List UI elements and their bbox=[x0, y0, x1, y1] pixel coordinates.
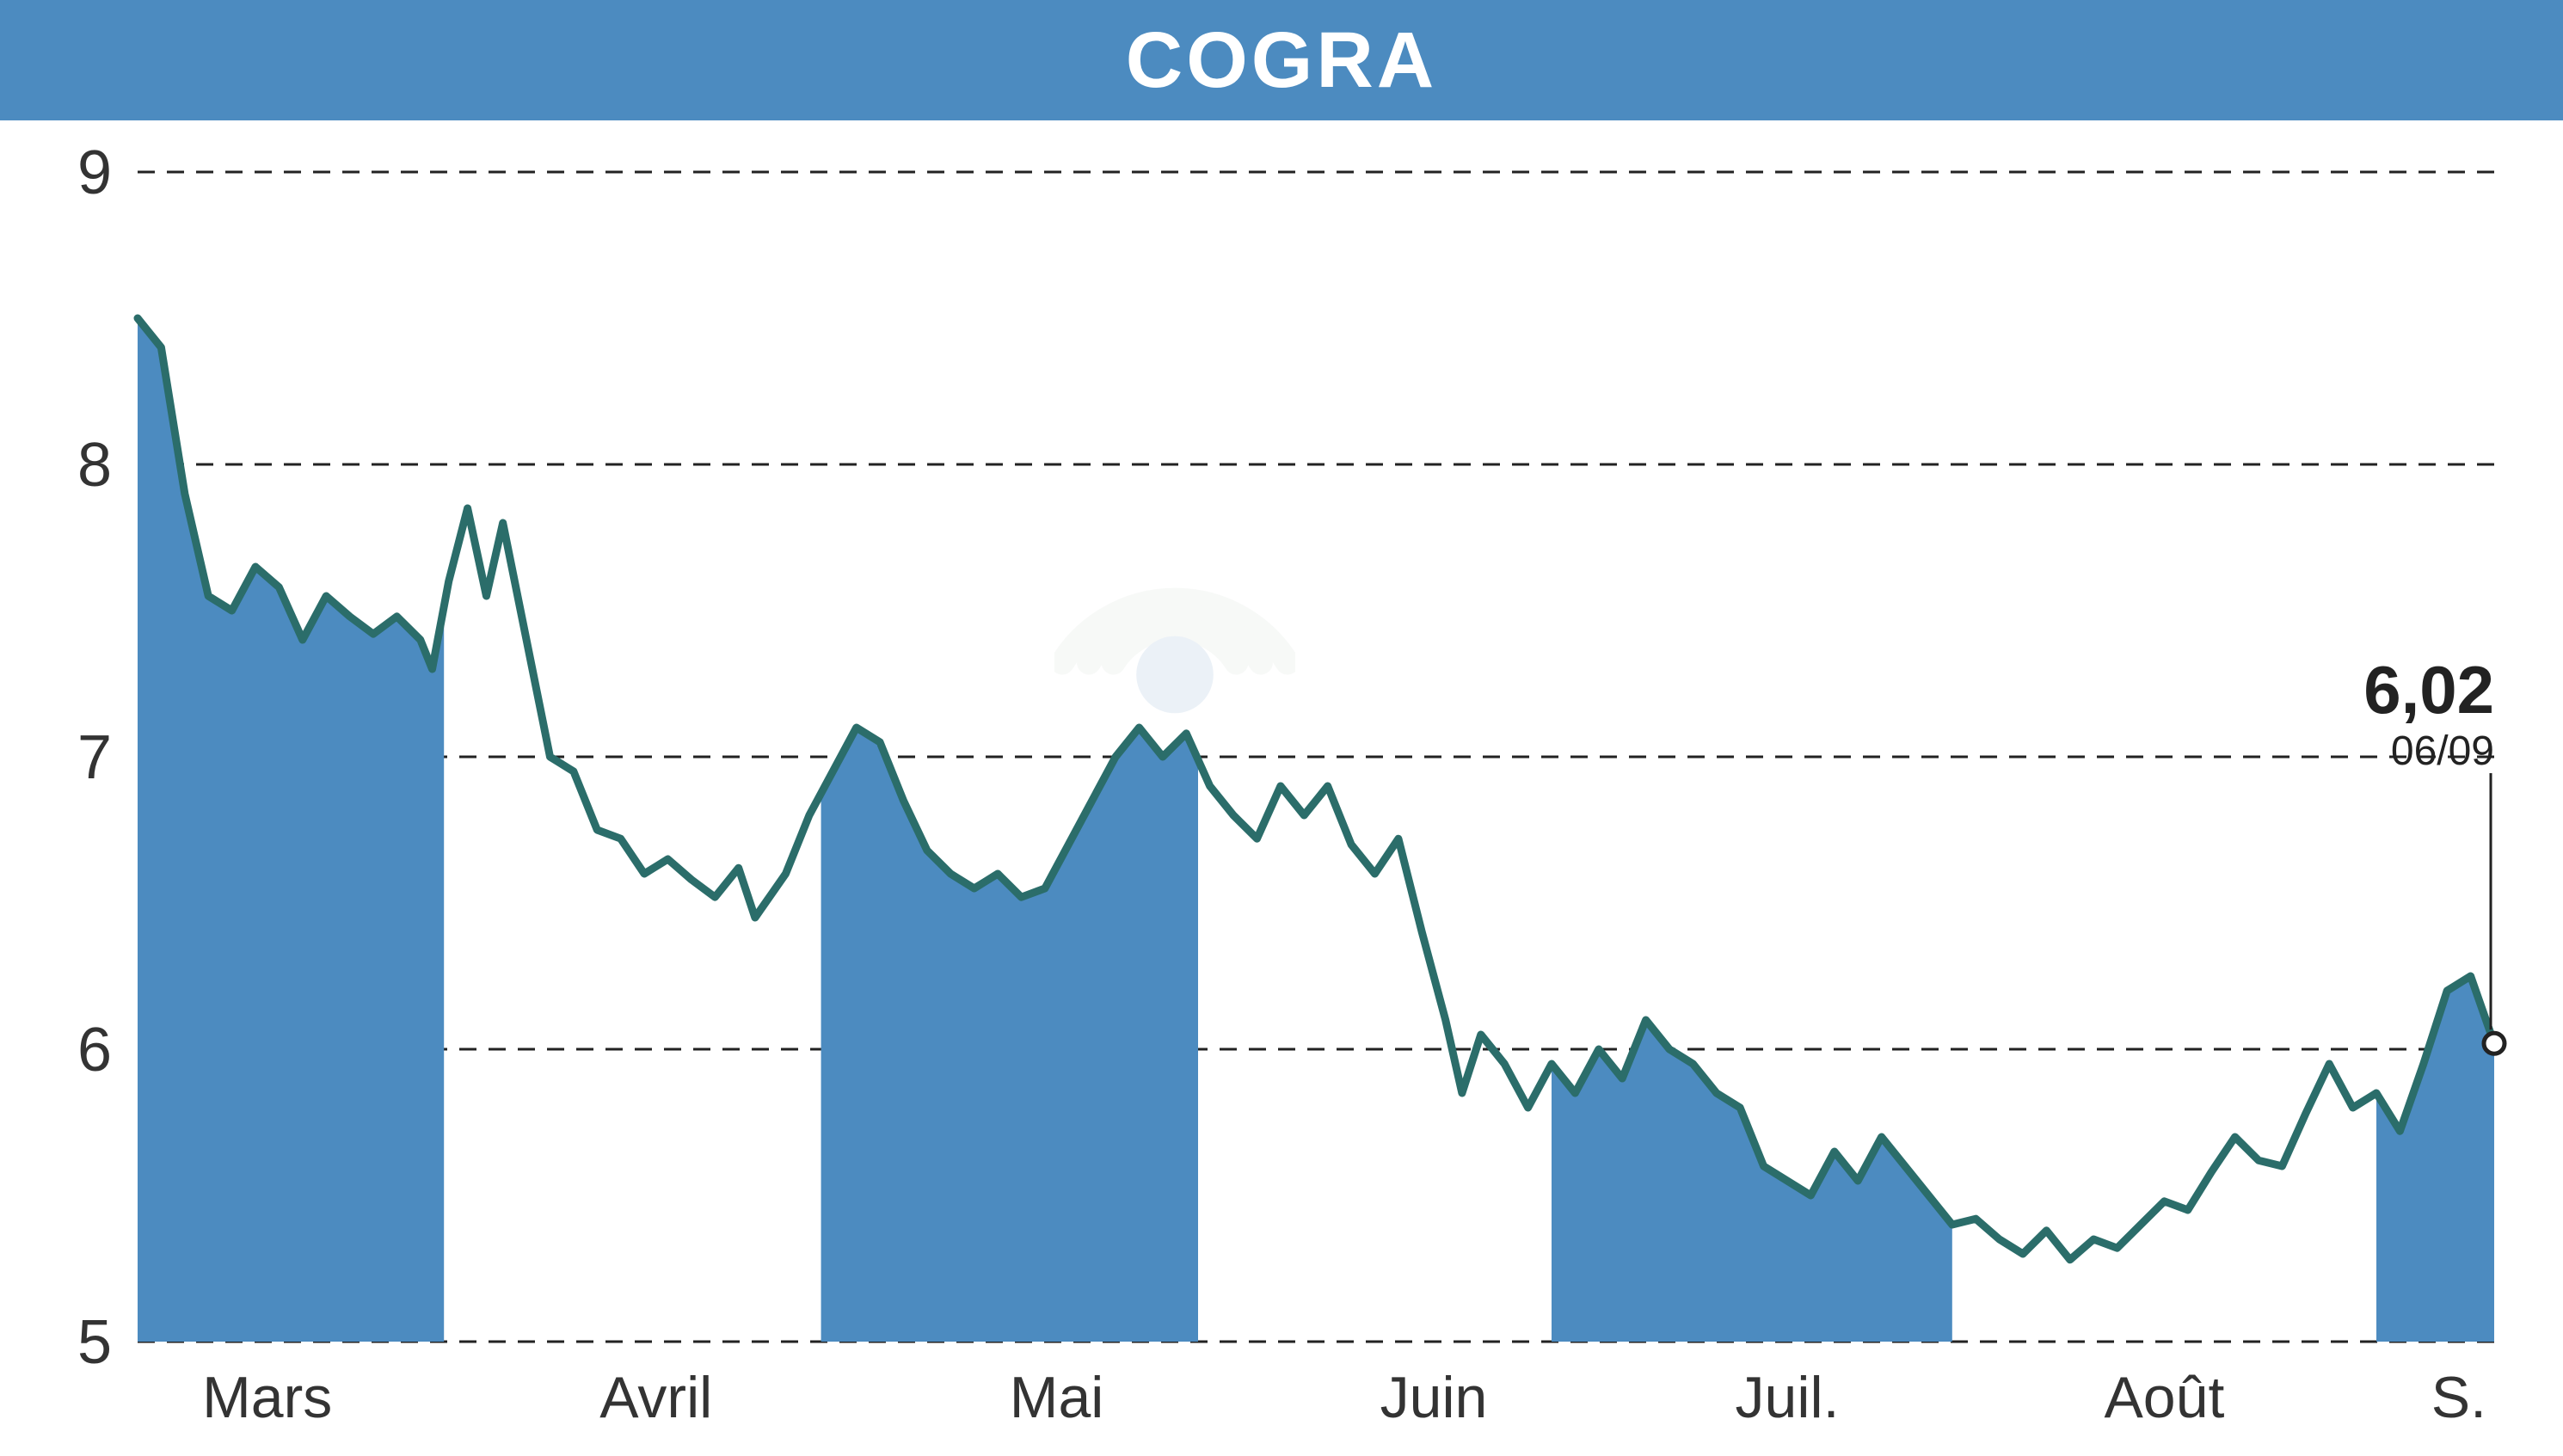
y-tick-label: 9 bbox=[77, 138, 112, 207]
y-tick-label: 8 bbox=[77, 431, 112, 500]
price-chart: 5 6 7 8 9 Mars Avril Mai Juin Juil. Août S. 6,0206/0… bbox=[0, 120, 2563, 1456]
end-value-label: 6,02 bbox=[2363, 652, 2494, 728]
x-tick-label: Juin bbox=[1380, 1365, 1488, 1430]
title-text: COGRA bbox=[1126, 16, 1437, 104]
end-date-label: 06/09 bbox=[2391, 728, 2494, 774]
x-tick-label: Mai bbox=[1010, 1365, 1104, 1430]
y-tick-label: 7 bbox=[77, 723, 112, 792]
x-tick-label: Avril bbox=[599, 1365, 712, 1430]
y-tick-label: 6 bbox=[77, 1016, 112, 1084]
title-bar: COGRA bbox=[0, 0, 2563, 120]
y-tick-label: 5 bbox=[77, 1308, 112, 1377]
end-marker bbox=[2484, 1033, 2505, 1054]
chart-container: 5 6 7 8 9 Mars Avril Mai Juin Juil. Août S. 6,0206/0… bbox=[0, 120, 2563, 1456]
x-tick-label: S. bbox=[2431, 1365, 2486, 1430]
x-tick-label: Juil. bbox=[1736, 1365, 1840, 1430]
x-tick-label: Mars bbox=[202, 1365, 332, 1430]
x-tick-label: Août bbox=[2104, 1365, 2224, 1430]
